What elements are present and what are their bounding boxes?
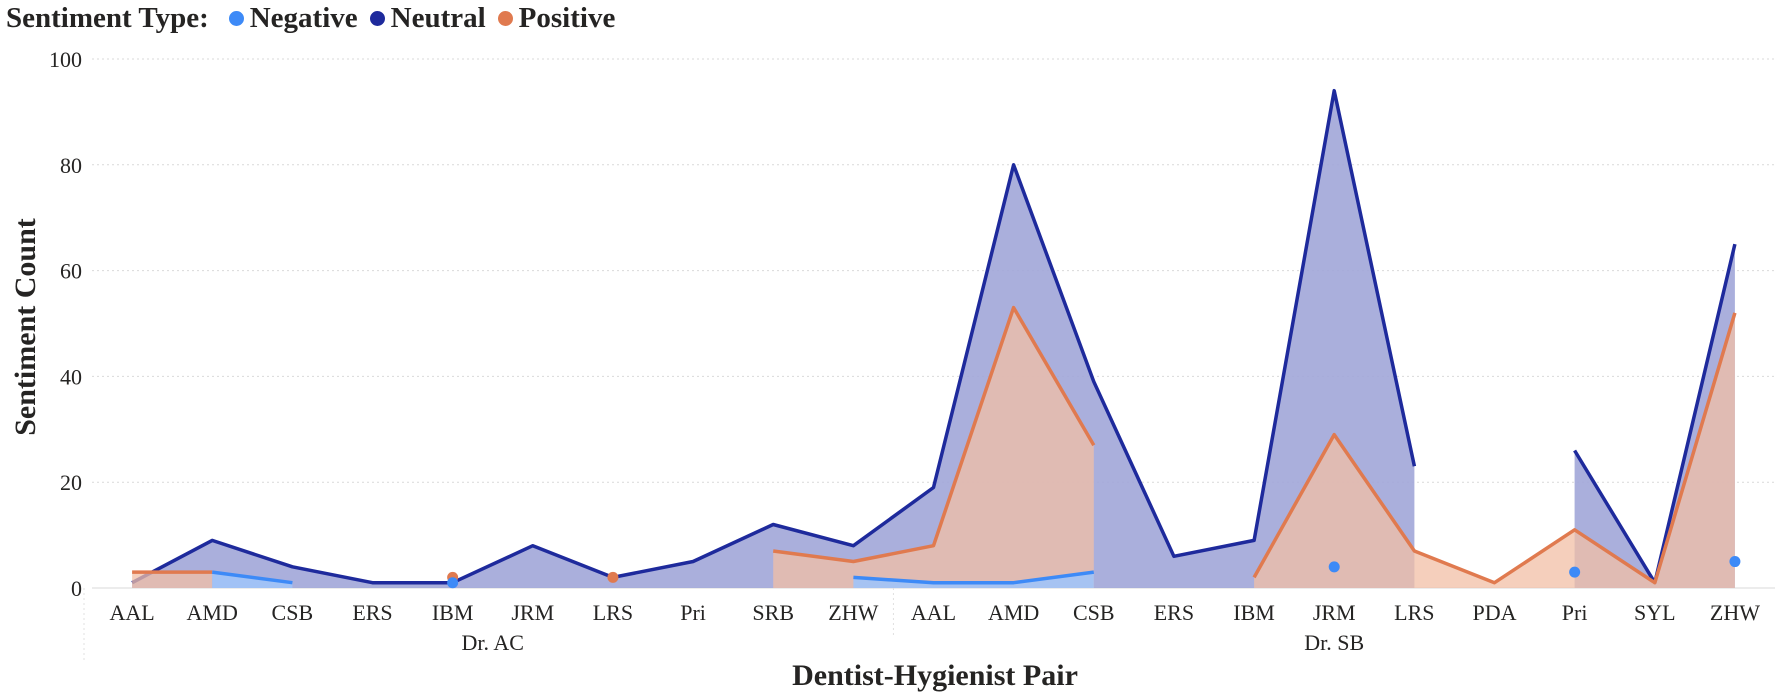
positive-line (772, 305, 1096, 564)
negative-point (1729, 556, 1741, 568)
x-tick-label: ZHW (1710, 600, 1760, 625)
y-tick-label-60: 60 (60, 259, 82, 284)
neutral-area (132, 90, 1415, 588)
x-tick-label: AMD (988, 600, 1039, 625)
x-tick-label: AMD (187, 600, 238, 625)
positive-area (773, 307, 1094, 588)
x-tick-label: ERS (1154, 600, 1194, 625)
x-tick-label: LRS (593, 600, 633, 625)
negative-point (1569, 566, 1581, 578)
y-tick-label-20: 20 (60, 470, 82, 495)
x-tick-label: IBM (432, 600, 474, 625)
legend-item-neutral[interactable]: Neutral (369, 1, 486, 35)
legend: Sentiment Type: Negative Neutral Positiv… (6, 0, 627, 36)
positive-series (132, 305, 1737, 588)
x-tick-label: JRM (511, 600, 554, 625)
neutral-line (131, 88, 1417, 585)
legend-label-neutral: Neutral (390, 1, 486, 34)
x-tick-label: LRS (1394, 600, 1434, 625)
x-tick-label: ERS (352, 600, 392, 625)
x-axis-ticks: AAL AMD CSB ERS IBM JRM LRS Pri SRB ZHW AAL AMD CSB E… (83, 588, 1760, 663)
legend-marker-neutral (369, 10, 385, 26)
legend-title: Sentiment Type: (6, 1, 209, 34)
legend-item-positive[interactable]: Positive (497, 1, 616, 35)
x-tick-label: SYL (1634, 600, 1676, 625)
y-tick-label-40: 40 (60, 364, 82, 389)
x-tick-label: CSB (272, 600, 314, 625)
x-tick-label: SRB (752, 600, 794, 625)
negative-point (447, 577, 459, 589)
positive-point (607, 571, 619, 583)
x-tick-label: IBM (1233, 600, 1275, 625)
x-tick-label: Pri (680, 600, 706, 625)
negative-point (1328, 561, 1340, 573)
positive-line (1252, 312, 1737, 585)
negative-area (853, 572, 1094, 588)
legend-label-positive: Positive (518, 1, 616, 34)
x-tick-label: Pri (1562, 600, 1588, 625)
negative-line (211, 570, 293, 585)
y-tick-label-80: 80 (60, 153, 82, 178)
y-axis-ticks: 0 20 40 60 80 100 (49, 47, 82, 601)
x-tick-label: ZHW (828, 600, 878, 625)
x-tick-label: CSB (1073, 600, 1115, 625)
group-label: Dr. SB (1304, 630, 1364, 655)
negative-line (853, 570, 1095, 585)
x-tick-label: AAL (109, 600, 154, 625)
group-label: Dr. AC (462, 630, 524, 655)
legend-marker-negative (228, 10, 244, 26)
y-tick-label-0: 0 (71, 576, 82, 601)
y-axis-title: Sentiment Count (9, 218, 42, 436)
legend-marker-positive (497, 10, 513, 26)
x-axis-title: Dentist-Hygienist Pair (792, 659, 1078, 692)
legend-item-negative[interactable]: Negative (228, 1, 358, 35)
y-tick-label-100: 100 (49, 47, 82, 72)
positive-area (1254, 312, 1735, 588)
x-tick-label: AAL (911, 600, 956, 625)
negative-series (211, 556, 1741, 589)
x-tick-label: JRM (1313, 600, 1356, 625)
x-tick-label: PDA (1472, 600, 1516, 625)
legend-label-negative: Negative (249, 1, 358, 34)
positive-area (132, 572, 213, 588)
